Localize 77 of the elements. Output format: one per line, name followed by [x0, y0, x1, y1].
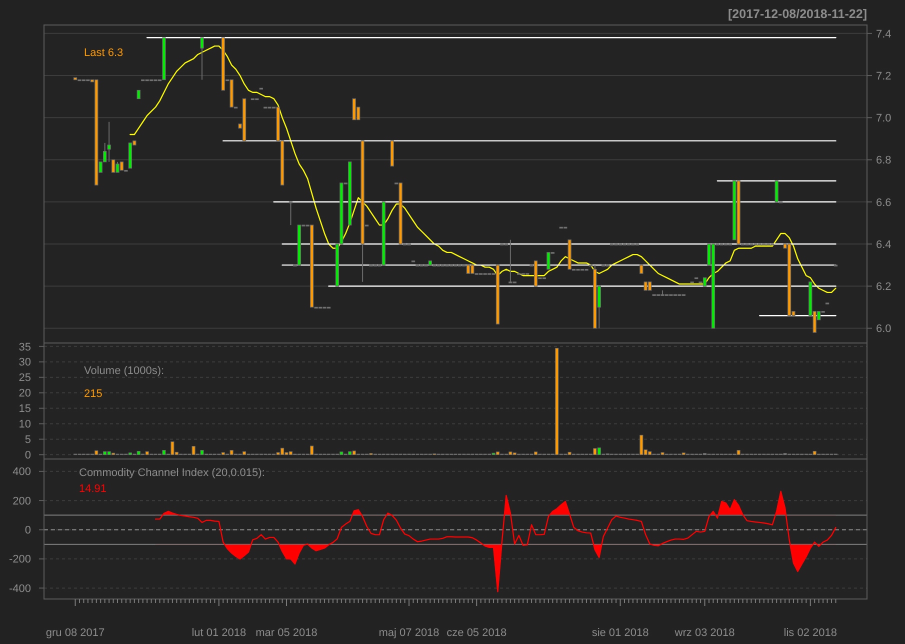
bar — [242, 451, 246, 455]
bar — [288, 451, 293, 455]
bar — [310, 446, 314, 455]
bar — [660, 452, 664, 455]
bar — [94, 450, 98, 455]
bar — [568, 452, 572, 455]
bar — [136, 450, 140, 455]
bar — [508, 452, 512, 455]
x-tick-label: mar 05 2018 — [256, 627, 318, 639]
bar — [280, 448, 284, 455]
y-tick-label: 30 — [18, 356, 31, 369]
bar — [107, 451, 111, 455]
annotation: 215 — [84, 388, 102, 400]
x-tick-label: lut 01 2018 — [192, 627, 246, 639]
chart-subtitle: [2017-12-08/2018-11-22] — [728, 7, 867, 21]
x-tick-label: lis 02 2018 — [784, 627, 837, 639]
candlestick — [116, 161, 120, 173]
bar — [640, 434, 644, 455]
y-tick-label: 400 — [12, 466, 31, 478]
y-tick-label: 200 — [12, 495, 31, 508]
bar — [276, 452, 280, 455]
candlestick — [774, 180, 778, 202]
annotation: Last 6.3 — [84, 47, 124, 59]
y-tick-label: 6.4 — [876, 238, 892, 251]
bar — [736, 450, 740, 455]
candlestick — [546, 252, 550, 270]
x-tick-label: sie 01 2018 — [592, 627, 649, 639]
bar — [103, 451, 107, 455]
candlestick — [508, 239, 512, 284]
y-tick-label: 5 — [24, 434, 31, 446]
bar — [597, 448, 601, 455]
bar — [340, 452, 344, 455]
candlestick — [352, 98, 356, 120]
bar — [221, 452, 225, 455]
x-tick-label: wrz 03 2018 — [674, 627, 735, 639]
y-tick-label: -200 — [8, 554, 31, 566]
candlestick — [200, 37, 204, 80]
bar — [192, 446, 196, 455]
x-tick-label: cze 05 2018 — [446, 627, 507, 639]
y-tick-label: 6.6 — [876, 196, 892, 209]
bar — [230, 450, 234, 455]
bar — [648, 451, 652, 455]
y-tick-label: 0 — [24, 450, 31, 462]
bar — [555, 348, 559, 455]
y-tick-label: 25 — [18, 372, 31, 384]
bar — [534, 452, 538, 455]
line-series — [130, 45, 836, 294]
y-tick-label: 6.8 — [876, 154, 892, 167]
y-tick-label: 6.0 — [876, 323, 892, 336]
bar — [348, 451, 352, 455]
bar — [593, 448, 597, 455]
annotation: Commodity Channel Index (20,0.015): — [79, 467, 265, 479]
candlestick — [107, 121, 111, 162]
y-tick-label: 35 — [18, 341, 31, 354]
y-tick-label: 7.2 — [876, 70, 892, 82]
bar — [200, 450, 204, 455]
bar — [145, 451, 149, 455]
bar — [170, 441, 174, 455]
y-tick-label: -400 — [8, 582, 31, 595]
bar — [496, 452, 500, 455]
y-tick-label: 6.2 — [876, 280, 892, 293]
y-tick-label: 20 — [18, 388, 31, 400]
x-tick-label: gru 08 2017 — [46, 627, 105, 639]
y-tick-label: 10 — [18, 418, 31, 431]
annotation: Volume (1000s): — [84, 365, 164, 377]
y-tick-label: 0 — [24, 524, 31, 537]
bar — [284, 452, 288, 455]
candlestick — [288, 201, 293, 226]
annotation: 14.91 — [79, 483, 107, 495]
bar — [352, 450, 356, 455]
bar — [812, 450, 816, 455]
y-tick-label: 7.4 — [876, 28, 892, 40]
x-tick-label: maj 07 2018 — [378, 627, 440, 639]
y-tick-label: 7.0 — [876, 112, 892, 125]
y-tick-label: 15 — [18, 403, 31, 416]
candlestick — [111, 159, 116, 173]
bar — [162, 450, 166, 455]
